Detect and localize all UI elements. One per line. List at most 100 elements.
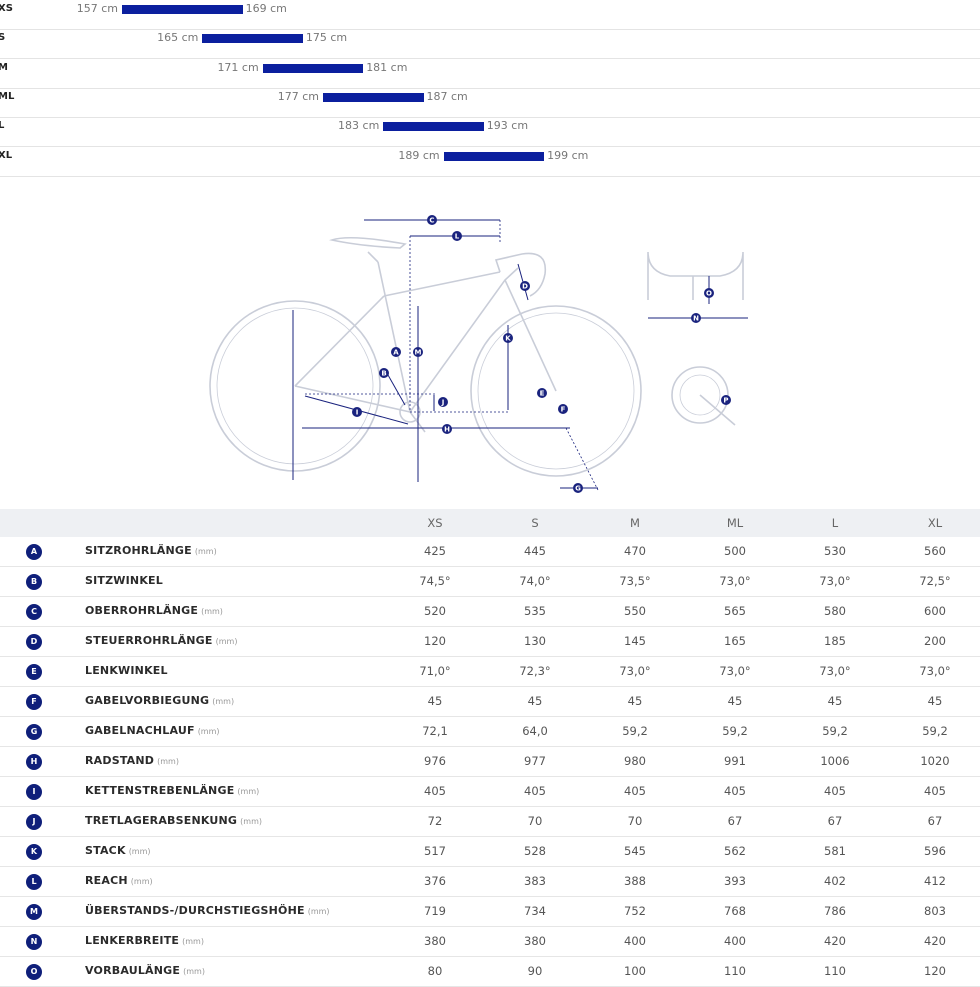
measurement-key-badge: I [26,784,42,800]
measurement-value: 80 [427,964,443,978]
down-tube [409,267,519,413]
measurement-name: REACH (mm) [85,874,153,887]
measurement-value: 550 [624,604,646,618]
table-row: A SITZROHRLÄNGE (mm) 425 445 470 500 530 560 [0,537,980,567]
measurement-value: 388 [624,874,646,888]
chainstay [294,385,411,413]
marker-l [452,231,462,241]
measurement-name: STACK (mm) [85,844,151,857]
measurement-key-badge: G [26,724,42,740]
marker-m [413,347,423,357]
measurement-value: 67 [827,814,843,828]
measurement-unit: (mm) [240,817,262,826]
measurement-key-badge: L [26,874,42,890]
marker-i [352,407,362,417]
measurement-value: 74,5° [419,574,451,588]
measurement-value: 520 [424,604,446,618]
measurement-value: 110 [824,964,846,978]
measurement-value: 120 [424,634,446,648]
marker-j [438,397,448,407]
measurement-value: 991 [724,754,746,768]
size-column-header: XS [427,516,443,530]
measurement-value: 59,2 [622,724,648,738]
handlebar-front-view [647,251,744,300]
measurement-value: 165 [724,634,746,648]
measurement-value: 405 [724,784,746,798]
marker-label: L [455,233,460,241]
height-range-bar [383,122,484,132]
size-label: XS [0,3,13,14]
measurement-value: 803 [924,904,946,918]
measurement-value: 500 [724,544,746,558]
measurement-value: 420 [824,934,846,948]
marker-e [537,388,547,398]
bike-geometry-diagram: A B C D E F G H I J K L M N O P [200,200,780,500]
measurement-value: 470 [624,544,646,558]
marker-label: A [393,349,399,357]
measurement-value: 405 [424,784,446,798]
measurement-value: 393 [724,874,746,888]
measurement-value: 402 [824,874,846,888]
measurement-value: 405 [524,784,546,798]
marker-label: H [444,426,450,434]
measurement-value: 405 [924,784,946,798]
table-row: J TRETLAGERABSENKUNG (mm) 72 70 70 67 67 67 [0,807,980,837]
measurement-value: 145 [624,634,646,648]
measurement-key-badge: J [26,814,42,830]
table-row: B SITZWINKEL 74,5° 74,0° 73,5° 73,0° 73,0° 72,5… [0,567,980,597]
measurement-value: 752 [624,904,646,918]
table-body: A SITZROHRLÄNGE (mm) 425 445 470 500 530 560 B SIT… [0,537,980,987]
marker-c [427,215,437,225]
table-row: H RADSTAND (mm) 976 977 980 991 1006 1020 [0,747,980,777]
measurement-value: 565 [724,604,746,618]
measurement-name: RADSTAND (mm) [85,754,179,767]
measurement-value: 100 [624,964,646,978]
measurement-value: 73,0° [719,574,751,588]
size-row: S 165 cm 175 cm [0,29,980,60]
table-row: N LENKERBREITE (mm) 380 380 400 400 420 420 [0,927,980,957]
measurement-value: 45 [927,694,943,708]
measurement-key-badge: E [26,664,42,680]
marker-h [442,424,452,434]
measurement-value: 120 [924,964,946,978]
measurement-value: 45 [627,694,643,708]
marker-label: D [522,283,528,291]
measurement-value: 1020 [920,754,950,768]
measurement-key-badge: A [26,544,42,560]
measurement-value: 67 [727,814,743,828]
marker-label: C [429,217,434,225]
measurement-key-badge: B [26,574,42,590]
marker-label: B [381,370,386,378]
measurement-value: 72,1 [422,724,448,738]
marker-p [721,395,731,405]
marker-label: P [723,397,728,405]
measurement-value: 420 [924,934,946,948]
measurement-unit: (mm) [194,547,217,556]
measurement-name: OBERROHRLÄNGE (mm) [85,604,223,617]
measurement-name: TRETLAGERABSENKUNG (mm) [85,814,262,827]
height-range-bar [262,63,364,73]
measurement-name: ÜBERSTANDS-/DURCHSTIEGSHÖHE (mm) [85,904,330,917]
marker-label: F [561,406,566,414]
table-row: I KETTENSTREBENLÄNGE (mm) 405 405 405 405 405 40… [0,777,980,807]
measurement-name: VORBAULÄNGE (mm) [85,964,205,977]
marker-label: K [505,335,511,343]
max-height-label: 169 cm [245,2,287,15]
measurement-value: 45 [827,694,843,708]
measurement-key-badge: D [26,634,42,650]
measurement-value: 72,3° [519,664,551,678]
marker-b [379,368,389,378]
measurement-value: 445 [524,544,546,558]
max-height-label: 181 cm [366,60,408,74]
measurement-key-badge: F [26,694,42,710]
size-label: S [0,32,6,44]
measurement-unit: (mm) [128,847,151,856]
measurement-value: 560 [924,544,946,558]
top-tube [383,271,501,297]
measurement-unit: (mm) [212,697,235,706]
measurement-unit: (mm) [197,727,220,736]
measurement-value: 400 [624,934,646,948]
measurement-name: STEUERROHRLÄNGE (mm) [85,634,238,647]
measurement-value: 580 [824,604,846,618]
fork [504,279,557,392]
